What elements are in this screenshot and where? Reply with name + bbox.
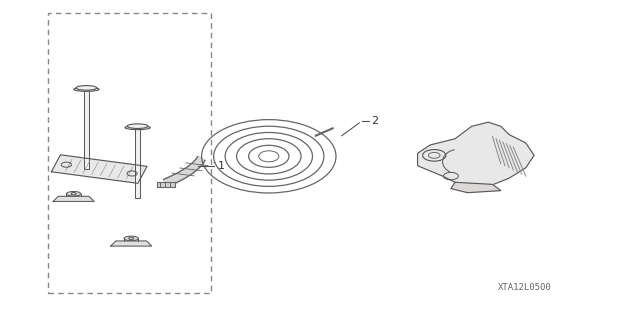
Polygon shape: [53, 196, 94, 201]
Bar: [48, 13, 211, 293]
Text: XTA12L0500: XTA12L0500: [498, 283, 552, 292]
Ellipse shape: [67, 191, 81, 196]
Ellipse shape: [127, 124, 148, 129]
Polygon shape: [417, 122, 534, 186]
Polygon shape: [111, 241, 152, 246]
Text: 1: 1: [218, 161, 225, 171]
Ellipse shape: [76, 85, 97, 90]
Polygon shape: [51, 155, 147, 183]
Text: 2: 2: [371, 116, 378, 126]
Bar: [157, 182, 175, 187]
Ellipse shape: [124, 236, 138, 241]
Bar: [84, 89, 89, 169]
Ellipse shape: [74, 87, 99, 91]
Polygon shape: [451, 182, 500, 193]
Ellipse shape: [125, 126, 150, 130]
Bar: [135, 128, 140, 198]
